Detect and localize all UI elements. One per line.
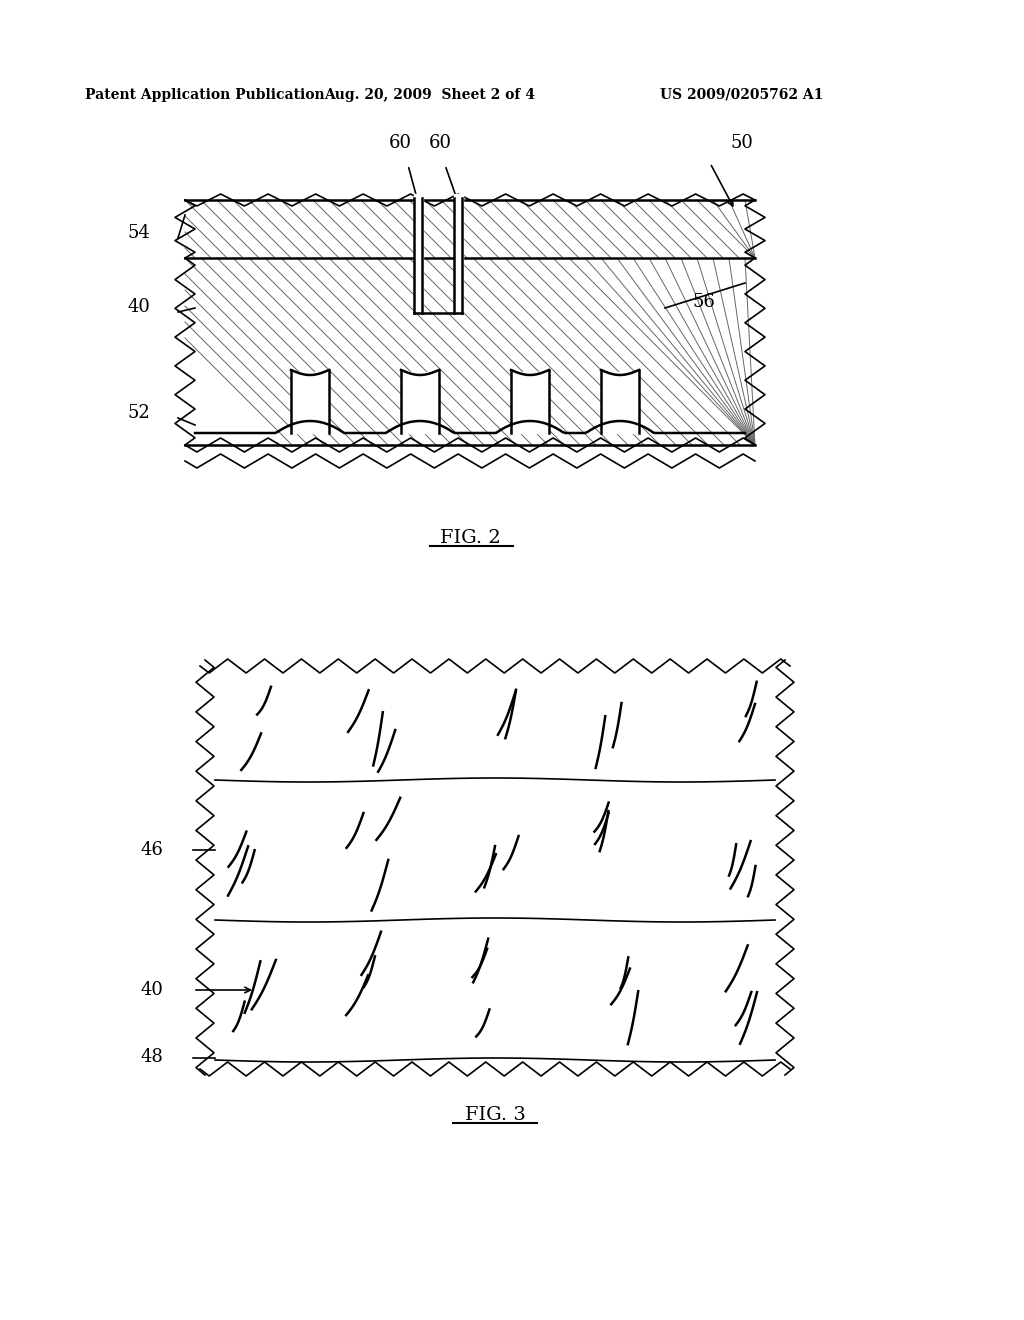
Bar — [414, 194, 423, 313]
Text: 40: 40 — [127, 298, 150, 315]
Text: FIG. 2: FIG. 2 — [439, 529, 501, 546]
Text: 56: 56 — [692, 293, 715, 312]
Text: 60: 60 — [388, 135, 412, 152]
Text: 40: 40 — [140, 981, 163, 999]
Text: 48: 48 — [140, 1048, 163, 1067]
Text: 54: 54 — [127, 224, 150, 242]
Text: 46: 46 — [140, 841, 163, 859]
Bar — [454, 194, 463, 313]
Text: 52: 52 — [127, 404, 150, 422]
Text: 50: 50 — [730, 135, 753, 152]
Bar — [512, 372, 548, 433]
Bar — [402, 372, 438, 433]
Text: Aug. 20, 2009  Sheet 2 of 4: Aug. 20, 2009 Sheet 2 of 4 — [325, 88, 536, 102]
Bar — [602, 372, 638, 433]
Text: FIG. 3: FIG. 3 — [465, 1106, 525, 1125]
Text: Patent Application Publication: Patent Application Publication — [85, 88, 325, 102]
Bar — [292, 372, 328, 433]
Text: 60: 60 — [428, 135, 452, 152]
Text: US 2009/0205762 A1: US 2009/0205762 A1 — [660, 88, 823, 102]
